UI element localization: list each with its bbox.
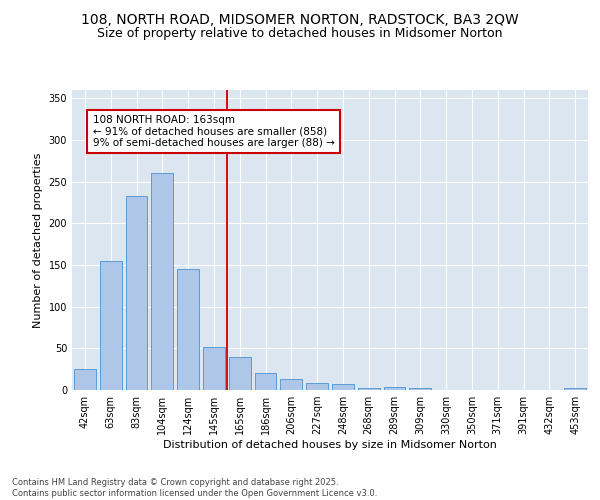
Bar xyxy=(332,384,354,390)
Bar xyxy=(203,346,225,390)
Bar xyxy=(151,174,173,390)
Y-axis label: Number of detached properties: Number of detached properties xyxy=(33,152,43,328)
Bar xyxy=(564,388,586,390)
Bar xyxy=(74,369,96,390)
Bar xyxy=(229,356,251,390)
Bar xyxy=(125,196,148,390)
Bar xyxy=(280,379,302,390)
Bar xyxy=(383,386,406,390)
Bar xyxy=(100,261,122,390)
Text: 108, NORTH ROAD, MIDSOMER NORTON, RADSTOCK, BA3 2QW: 108, NORTH ROAD, MIDSOMER NORTON, RADSTO… xyxy=(81,12,519,26)
Bar xyxy=(254,374,277,390)
Text: 108 NORTH ROAD: 163sqm
← 91% of detached houses are smaller (858)
9% of semi-det: 108 NORTH ROAD: 163sqm ← 91% of detached… xyxy=(92,115,335,148)
Text: Size of property relative to detached houses in Midsomer Norton: Size of property relative to detached ho… xyxy=(97,28,503,40)
Bar xyxy=(177,269,199,390)
Text: Contains HM Land Registry data © Crown copyright and database right 2025.
Contai: Contains HM Land Registry data © Crown c… xyxy=(12,478,377,498)
X-axis label: Distribution of detached houses by size in Midsomer Norton: Distribution of detached houses by size … xyxy=(163,440,497,450)
Bar xyxy=(358,388,380,390)
Bar xyxy=(409,388,431,390)
Bar xyxy=(306,384,328,390)
